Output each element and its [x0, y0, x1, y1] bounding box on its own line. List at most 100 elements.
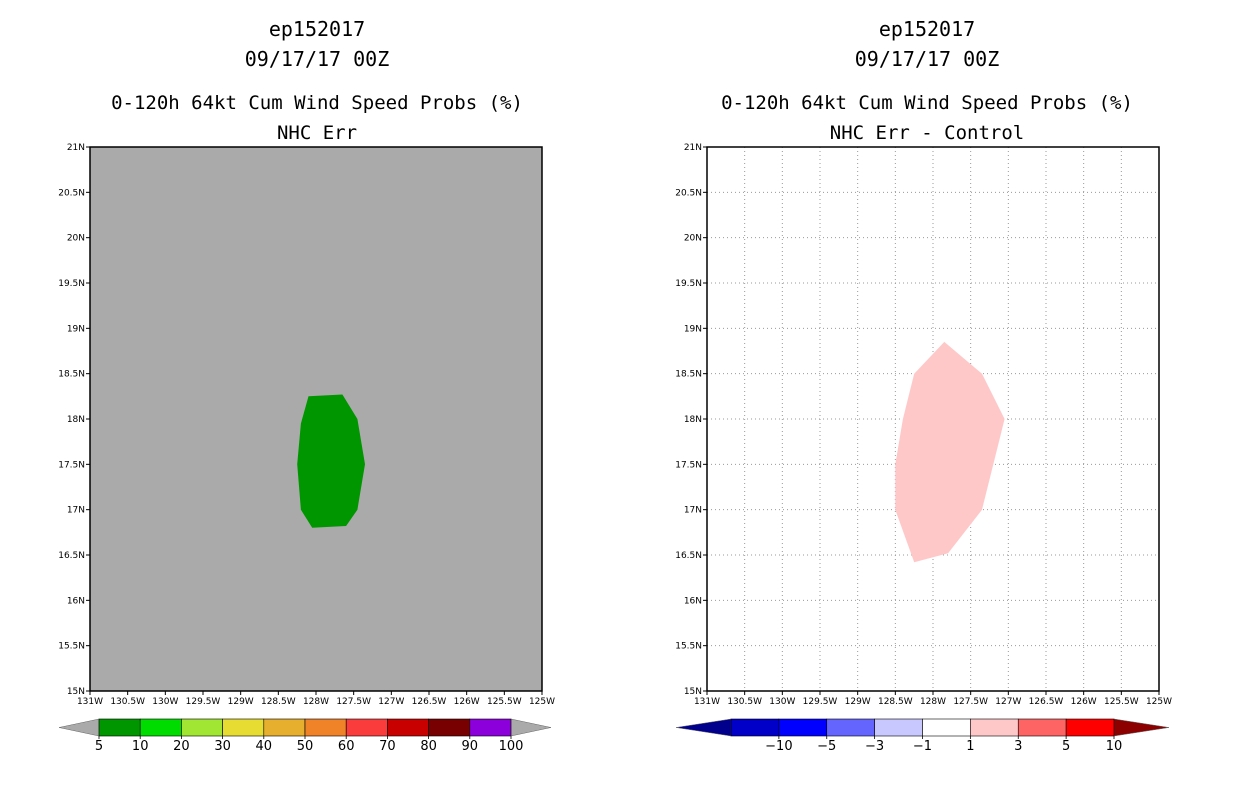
x-tick-label: 130.5W [110, 697, 145, 707]
x-tick-label: 129.5W [186, 697, 221, 707]
y-tick-label: 15.5N [675, 642, 702, 652]
y-tick-label: 19N [67, 324, 85, 334]
x-tick-label: 127W [378, 697, 404, 707]
colorbar-swatch [181, 718, 223, 737]
colorbar: 5 10 20 30 40 50 60 70 80 90 100 [58, 718, 552, 754]
x-tick-label: 130W [152, 697, 178, 707]
colorbar: −10 −5 −3 −1 1 3 5 10 [675, 718, 1170, 754]
y-tick-label: 20.5N [675, 188, 702, 198]
colorbar-swatch [387, 718, 429, 737]
y-tick-label: 19N [684, 324, 702, 334]
y-tick-label: 17N [684, 506, 702, 516]
x-tick-label: 125.5W [1104, 697, 1139, 707]
x-tick-label: 129W [228, 697, 254, 707]
prob-5-10-region [297, 394, 365, 528]
x-tick-label: 126W [1071, 697, 1097, 707]
colorbar-swatch [304, 718, 347, 737]
colorbar-swatch [970, 718, 1019, 737]
colorbar-label: −10 [765, 739, 792, 754]
chart-title-line-1: ep152017 [269, 17, 365, 41]
colorbar-label: 50 [297, 739, 314, 754]
y-tick-label: 21N [67, 143, 85, 153]
y-tick-label: 15N [67, 687, 85, 697]
x-tick-label: 130W [769, 697, 795, 707]
chart-title-line-2: 09/17/17 00Z [855, 47, 1000, 71]
colorbar-label: 80 [420, 739, 437, 754]
colorbar-under-arrow [58, 718, 100, 737]
x-tick-label: 126.5W [1029, 697, 1064, 707]
y-tick-label: 18.5N [675, 370, 702, 380]
y-tick-label: 17N [67, 506, 85, 516]
x-tick-label: 131W [77, 697, 103, 707]
y-tick-label: 19.5N [675, 279, 702, 289]
y-tick-label: 17.5N [675, 460, 702, 470]
x-tick-label: 125W [529, 697, 555, 707]
colorbar-label: 10 [1106, 739, 1123, 754]
y-tick-label: 15.5N [58, 642, 85, 652]
colorbar-over-arrow [1113, 718, 1170, 737]
colorbar-label: 40 [256, 739, 273, 754]
colorbar-swatch [1017, 718, 1067, 737]
colorbar-label: 3 [1014, 739, 1022, 754]
colorbar-label: 30 [214, 739, 231, 754]
x-tick-label: 128W [920, 697, 946, 707]
chart-title-line-3: 0-120h 64kt Cum Wind Speed Probs (%) [111, 92, 523, 114]
colorbar-label: −1 [913, 739, 932, 754]
colorbar-swatch [139, 718, 182, 737]
chart-panel-2: ep152017 09/17/17 00Z 0-120h 64kt Cum Wind… [675, 17, 1172, 754]
y-tick-label: 16N [684, 596, 702, 606]
colorbar-label: −3 [865, 739, 884, 754]
colorbar-label: 60 [338, 739, 355, 754]
colorbar-swatch [222, 718, 265, 737]
x-tick-label: 126.5W [412, 697, 447, 707]
y-tick-label: 16.5N [58, 551, 85, 561]
y-tick-label: 20N [67, 234, 85, 244]
colorbar-swatch [826, 718, 875, 737]
y-tick-label: 19.5N [58, 279, 85, 289]
colorbar-label: 70 [379, 739, 396, 754]
y-tick-label: 21N [684, 143, 702, 153]
colorbar-label: 90 [462, 739, 479, 754]
x-tick-label: 130.5W [727, 697, 762, 707]
x-tick-label: 128.5W [878, 697, 913, 707]
y-tick-label: 18N [67, 415, 85, 425]
x-tick-label: 128.5W [261, 697, 296, 707]
colorbar-label: 5 [95, 739, 103, 754]
colorbar-label: 20 [173, 739, 190, 754]
colorbar-over-arrow [510, 718, 552, 737]
y-tick-label: 20N [684, 234, 702, 244]
colorbar-label: 10 [132, 739, 149, 754]
colorbar-swatch [345, 718, 388, 737]
colorbar-swatch [874, 718, 923, 737]
colorbar-under-arrow [675, 718, 732, 737]
chart-title-line-1: ep152017 [879, 17, 975, 41]
x-tick-label: 125.5W [487, 697, 522, 707]
colorbar-swatch [428, 718, 471, 737]
x-tick-label: 129W [845, 697, 871, 707]
y-tick-label: 15N [684, 687, 702, 697]
colorbar-label: 5 [1062, 739, 1070, 754]
colorbar-swatch [469, 718, 512, 737]
x-tick-label: 129.5W [803, 697, 838, 707]
y-tick-label: 18N [684, 415, 702, 425]
chart-title-line-4: NHC Err [277, 122, 357, 144]
x-tick-label: 126W [454, 697, 480, 707]
chart-title-line-4: NHC Err - Control [830, 122, 1024, 144]
chart-title-line-3: 0-120h 64kt Cum Wind Speed Probs (%) [721, 92, 1133, 114]
colorbar-label: 100 [499, 739, 524, 754]
colorbar-swatch [98, 718, 141, 737]
colorbar-label: 1 [966, 739, 974, 754]
y-tick-label: 20.5N [58, 188, 85, 198]
y-tick-label: 16.5N [675, 551, 702, 561]
x-tick-label: 127.5W [336, 697, 371, 707]
y-tick-label: 17.5N [58, 460, 85, 470]
x-tick-label: 125W [1146, 697, 1172, 707]
x-tick-label: 127.5W [953, 697, 988, 707]
chart-panel-1: ep152017 09/17/17 00Z 0-120h 64kt Cum Wind… [58, 17, 555, 754]
diff-1-3-region [895, 341, 1005, 563]
x-tick-label: 131W [694, 697, 720, 707]
colorbar-swatch [263, 718, 306, 737]
colorbar-swatch [922, 718, 971, 737]
x-tick-label: 127W [995, 697, 1021, 707]
